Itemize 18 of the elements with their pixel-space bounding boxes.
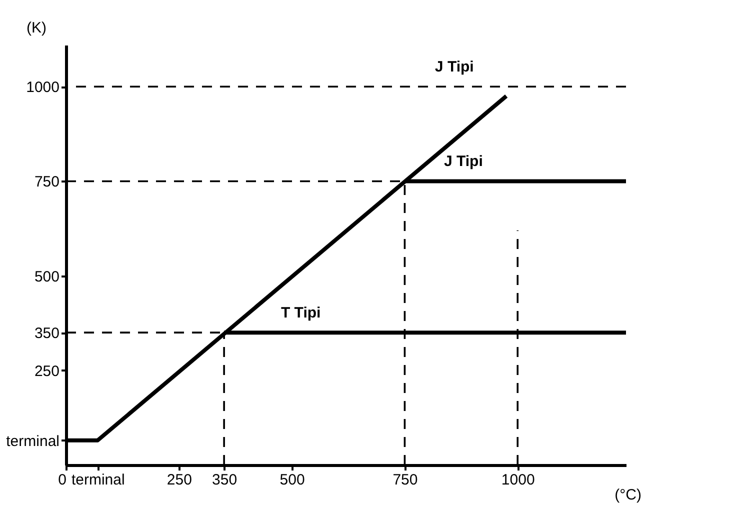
y-tick-label: 500 <box>34 268 60 286</box>
x-axis-title: (°C) <box>614 486 642 504</box>
y-axis-title: (K) <box>26 20 46 36</box>
y-tick-label: terminal <box>6 432 60 450</box>
annotation: J Tipi <box>434 58 474 76</box>
y-tick-label: 750 <box>34 174 60 191</box>
x-tick-label: terminal <box>71 472 125 488</box>
y-tick-label: 350 <box>34 325 60 342</box>
x-tick-label: 1000 <box>501 472 535 488</box>
x-tick-label: 350 <box>212 472 238 488</box>
x-tick-label: 0 <box>58 472 66 488</box>
x-tick-label: 500 <box>280 472 305 488</box>
x-tick-label: 250 <box>166 472 192 488</box>
x-tick-label: 750 <box>392 472 418 488</box>
annotation: T Tipi <box>280 304 321 322</box>
y-tick-label: 1000 <box>26 79 60 96</box>
annotation: J Tipi <box>444 153 483 170</box>
y-tick-label: 250 <box>34 362 60 380</box>
